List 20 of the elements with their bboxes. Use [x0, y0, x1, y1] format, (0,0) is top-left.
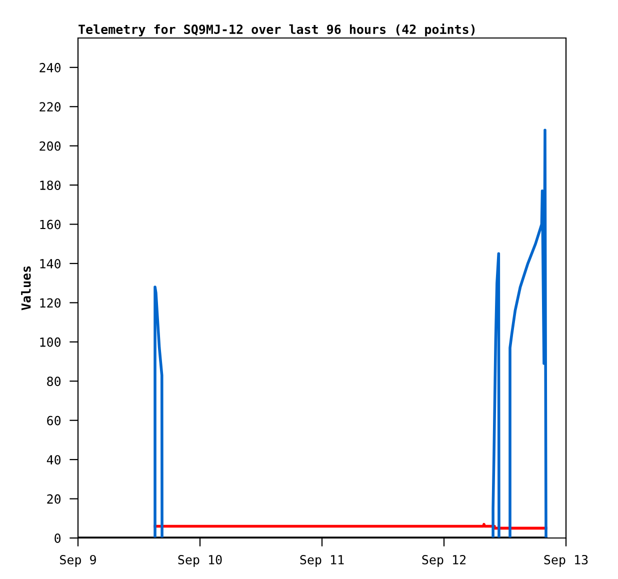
y-tick-label: 160 [40, 220, 61, 230]
y-tick-label: 120 [40, 298, 61, 308]
y-tick-label: 200 [40, 141, 61, 151]
y-tick-label: 180 [40, 180, 61, 190]
x-tick-label: Sep 12 [422, 554, 466, 567]
x-tick-label: Sep 10 [178, 554, 222, 567]
y-tick-label: 100 [40, 337, 61, 347]
y-tick-label: 240 [40, 62, 61, 72]
y-tick-label: 80 [47, 376, 61, 386]
y-tick-label: 140 [40, 258, 61, 268]
y-tick-label: 20 [47, 494, 61, 504]
chart-title: Telemetry for SQ9MJ-12 over last 96 hours (42 points) [78, 24, 475, 36]
y-tick-label: 60 [47, 416, 61, 426]
y-axis-title: Values [21, 266, 31, 310]
x-tick-label: Sep 11 [300, 554, 344, 567]
y-tick-label: 220 [40, 102, 61, 112]
y-tick-label: 40 [46, 455, 61, 465]
y-tick-label: 0 [54, 534, 61, 543]
x-tick-label: Sep 9 [60, 554, 96, 567]
x-tick-label: Sep 13 [544, 554, 588, 567]
